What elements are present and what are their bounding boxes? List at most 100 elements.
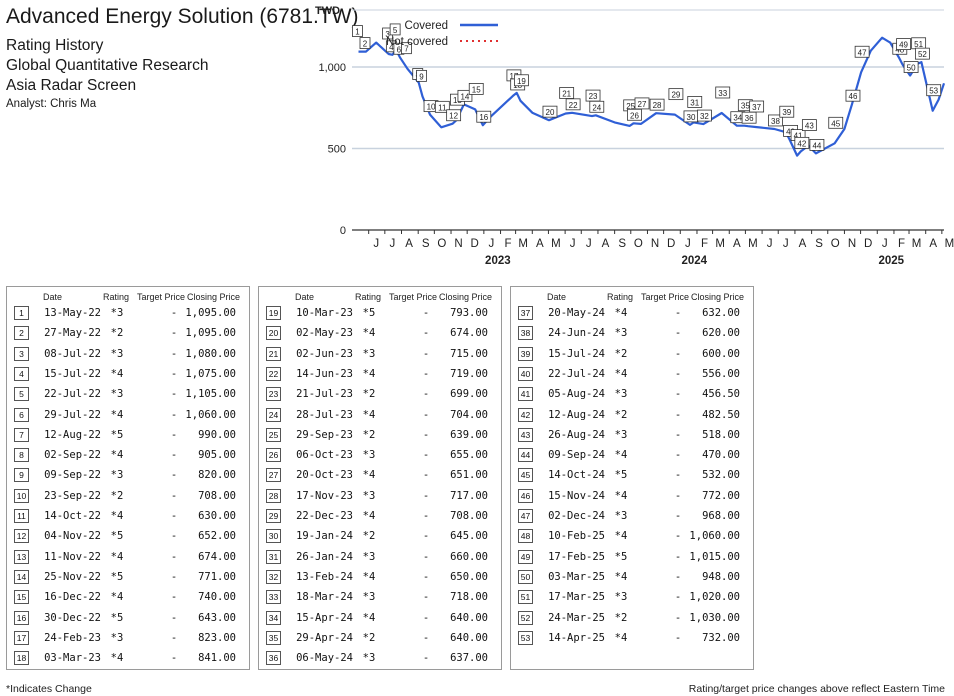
row-closing-price: 1,060.00 — [185, 408, 236, 421]
row-target-price: - — [674, 510, 682, 522]
table-row: 32 13-Feb-24 *4 - 650.00 — [259, 568, 501, 590]
rating-marker-box — [542, 105, 558, 118]
row-rating: *4 — [110, 550, 124, 563]
rating-marker-label: 47 — [858, 48, 867, 57]
row-rating: *2 — [362, 530, 376, 543]
table-row: 19 10-Mar-23 *5 - 793.00 — [259, 304, 501, 326]
row-closing-price: 905.00 — [198, 449, 236, 462]
table-header-closing-price: Closing Price — [691, 292, 745, 302]
rating-marker-label: 24 — [592, 103, 601, 112]
row-number: 11 — [14, 509, 29, 523]
rating-marker-box — [649, 98, 665, 111]
row-rating: *2 — [362, 631, 376, 644]
row-date: 16-Dec-22 — [44, 591, 101, 604]
rating-marker-box — [896, 38, 911, 50]
row-rating: *2 — [110, 327, 124, 340]
table-header-date: Date — [295, 292, 315, 302]
rating-marker: 45 — [828, 116, 844, 129]
table-row: 30 19-Jan-24 *2 - 645.00 — [259, 527, 501, 549]
rating-marker-box — [627, 108, 642, 121]
row-closing-price: 1,095.00 — [185, 307, 236, 319]
table-row: 26 06-Oct-23 *3 - 655.00 — [259, 446, 501, 468]
x-tick-label: A — [602, 238, 610, 250]
row-rating: *4 — [110, 367, 124, 380]
rating-marker: 2 — [359, 37, 371, 49]
row-rating: *5 — [110, 530, 124, 543]
rating-marker-box — [926, 84, 942, 97]
table-header-target-price: Target Price — [389, 292, 438, 302]
row-rating: *2 — [362, 388, 376, 401]
rating-marker-label: 20 — [546, 108, 555, 117]
row-date: 03-Mar-23 — [44, 652, 101, 665]
row-number: 12 — [14, 529, 29, 544]
row-number: 24 — [266, 407, 281, 422]
rating-marker-label: 30 — [687, 113, 696, 122]
table-row: 14 25-Nov-22 *5 - 771.00 — [7, 568, 249, 590]
rating-marker: 1 — [352, 25, 363, 37]
rating-marker-box — [903, 61, 919, 73]
row-rating: *3 — [362, 550, 376, 563]
row-closing-price: 639.00 — [450, 428, 488, 441]
rating-marker-label: 46 — [849, 92, 858, 101]
table-row: 18 03-Mar-23 *4 - 841.00 — [7, 649, 249, 671]
row-rating: *3 — [614, 591, 628, 604]
table-row: 25 29-Sep-23 *2 - 639.00 — [259, 426, 501, 448]
rating-marker: 24 — [589, 100, 605, 113]
row-closing-price: 655.00 — [450, 449, 488, 462]
row-date: 20-May-24 — [548, 307, 605, 319]
row-date: 15-Apr-24 — [296, 611, 353, 624]
table-header-rating: Rating — [103, 292, 130, 302]
table-header-rating: Rating — [607, 292, 634, 302]
rating-marker-box — [749, 100, 765, 113]
row-target-price: - — [422, 469, 430, 482]
rating-marker: 42 — [794, 136, 810, 149]
table-row: 21 02-Jun-23 *3 - 715.00 — [259, 345, 501, 367]
row-closing-price: 1,060.00 — [689, 530, 740, 543]
rating-table-3: Date Rating Target Price Closing Price 37 20-… — [510, 286, 754, 670]
row-rating: *5 — [362, 307, 376, 319]
table-row: 5 22-Jul-22 *3 -1,105.00 — [7, 385, 249, 407]
row-date: 22-Dec-23 — [296, 510, 353, 522]
rating-marker: 38 — [768, 114, 783, 127]
rating-marker: 50 — [903, 61, 919, 73]
row-closing-price: 470.00 — [702, 449, 740, 462]
rating-marker-label: 10 — [427, 103, 436, 112]
row-target-price: - — [170, 449, 178, 462]
rating-marker-label: 15 — [472, 85, 481, 94]
rating-marker: 32 — [697, 109, 712, 122]
table-row: 7 12-Aug-22 *5 - 990.00 — [7, 426, 249, 448]
rating-marker-box — [794, 136, 810, 149]
row-closing-price: 645.00 — [450, 530, 488, 543]
rating-marker-label: 35 — [741, 102, 750, 111]
rating-marker-label: 21 — [562, 89, 571, 98]
table-row: 53 14-Apr-25 *4 - 732.00 — [511, 629, 753, 651]
row-date: 22-Jul-22 — [44, 388, 101, 401]
row-target-price: - — [170, 388, 178, 401]
legend-label-not-covered: Not covered — [386, 36, 448, 48]
row-number: 43 — [518, 427, 533, 442]
x-tick-label: M — [551, 238, 561, 250]
rating-marker-box — [514, 74, 529, 87]
table-row: 22 14-Jun-23 *4 - 719.00 — [259, 365, 501, 387]
rating-marker: 43 — [801, 119, 817, 131]
table-row: 43 26-Aug-24 *3 - 518.00 — [511, 426, 753, 448]
rating-marker-box — [779, 105, 795, 118]
rating-marker: 26 — [627, 108, 642, 121]
row-rating: *4 — [362, 469, 376, 482]
x-tick-label: M — [715, 238, 725, 250]
row-date: 29-Sep-23 — [296, 428, 353, 441]
row-date: 13-Feb-24 — [296, 570, 353, 583]
row-closing-price: 650.00 — [450, 570, 488, 583]
row-closing-price: 456.50 — [702, 388, 740, 401]
table-header-rating: Rating — [355, 292, 382, 302]
rating-marker-label: 51 — [914, 40, 923, 49]
table-row: 33 18-Mar-24 *3 - 718.00 — [259, 588, 501, 610]
table-row: 12 04-Nov-22 *5 - 652.00 — [7, 527, 249, 549]
row-rating: *3 — [362, 652, 376, 665]
row-number: 44 — [518, 448, 533, 463]
row-number: 45 — [518, 468, 533, 483]
row-closing-price: 704.00 — [450, 408, 488, 421]
row-date: 12-Aug-24 — [548, 408, 605, 421]
rating-marker-box — [914, 47, 930, 60]
